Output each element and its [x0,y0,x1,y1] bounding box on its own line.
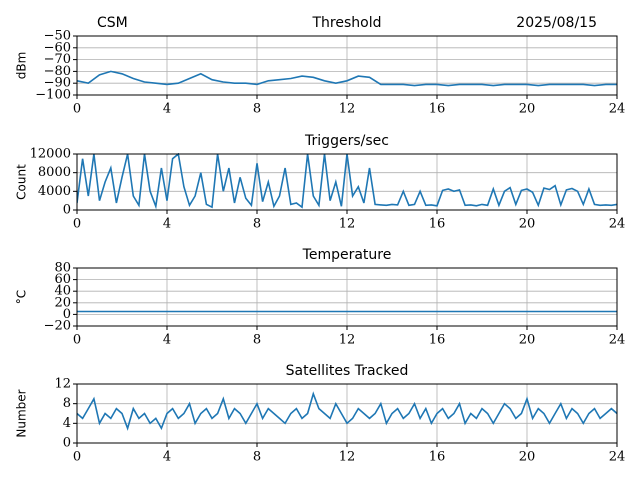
x-tick-label: 4 [163,333,171,348]
x-tick-label: 24 [609,333,626,348]
x-tick-label: 12 [339,217,356,232]
y-tick-label: 12000 [30,147,71,162]
x-tick-label: 12 [339,102,356,117]
data-line [77,70,617,87]
x-tick-label: 8 [253,217,261,232]
y-tick-label: −20 [44,319,71,334]
chart-title: Temperature [302,247,392,263]
plot-frame [76,383,618,444]
left-title: CSM [97,15,128,31]
plot-frame [76,267,618,327]
y-axis-label: Number [15,389,29,437]
x-tick-label: 16 [429,217,446,232]
y-tick-label: −60 [44,40,71,55]
y-tick-label: −80 [44,64,71,79]
y-tick-label: 8 [63,396,71,411]
x-tick-label: 8 [253,450,261,465]
y-tick-label: 0 [63,307,71,322]
chart-title: Threshold [312,15,382,31]
plot-frame [76,153,618,211]
y-tick-label: 0 [63,203,71,218]
x-tick-label: 12 [339,333,356,348]
x-tick-label: 0 [73,102,81,117]
chart-title: Satellites Tracked [286,363,409,379]
y-axis-label: dBm [15,52,29,80]
y-tick-label: 0 [63,436,71,451]
y-tick-label: 40 [54,284,71,299]
x-tick-label: 20 [519,333,536,348]
plot-frame [76,35,618,96]
y-tick-label: 20 [54,295,71,310]
y-tick-label: 4000 [38,184,71,199]
y-tick-label: 4 [63,416,71,431]
x-tick-label: 24 [609,102,626,117]
x-tick-label: 0 [73,333,81,348]
y-axis-label: °C [15,290,29,304]
x-tick-label: 20 [519,217,536,232]
y-tick-label: −50 [44,29,71,44]
chart-title: Triggers/sec [304,133,389,149]
x-tick-label: 0 [73,450,81,465]
x-tick-label: 24 [609,450,626,465]
x-tick-label: 0 [73,217,81,232]
x-tick-label: 20 [519,450,536,465]
y-tick-label: 60 [54,272,71,287]
x-tick-label: 8 [253,333,261,348]
right-title: 2025/08/15 [516,15,597,31]
y-tick-label: −100 [35,88,71,103]
x-tick-label: 20 [519,102,536,117]
y-tick-label: −90 [44,76,71,91]
y-tick-label: 12 [54,377,71,392]
x-tick-label: 4 [163,217,171,232]
x-tick-label: 12 [339,450,356,465]
y-tick-label: 80 [54,261,71,276]
x-tick-label: 4 [163,102,171,117]
x-tick-label: 8 [253,102,261,117]
data-line [77,391,617,431]
y-tick-label: −70 [44,52,71,67]
y-tick-label: 8000 [38,165,71,180]
x-tick-label: 16 [429,102,446,117]
y-axis-label: Count [15,164,29,200]
x-tick-label: 16 [429,450,446,465]
x-tick-label: 4 [163,450,171,465]
x-tick-label: 24 [609,217,626,232]
x-tick-label: 16 [429,333,446,348]
